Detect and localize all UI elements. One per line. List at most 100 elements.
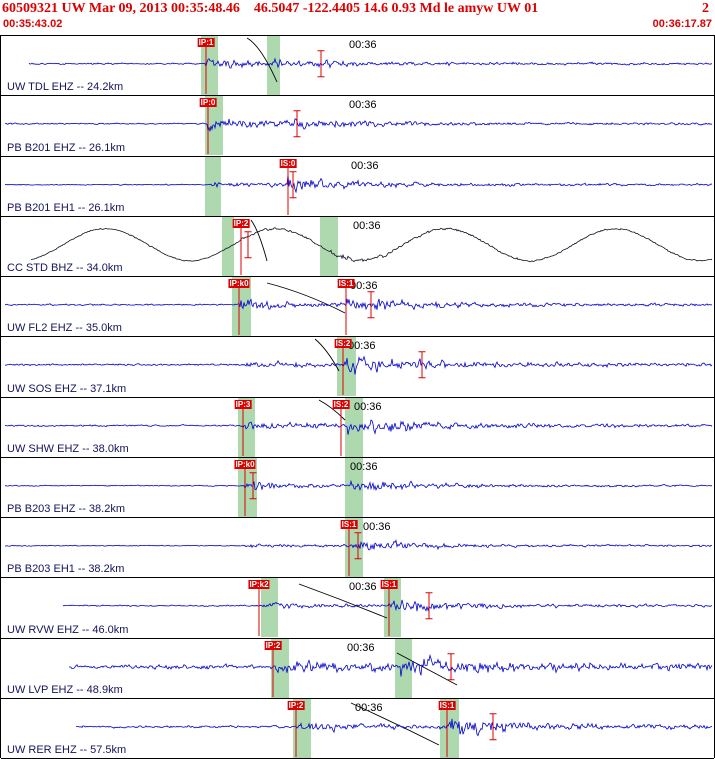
window-start-time: 00:35:43.02 xyxy=(3,18,63,30)
traveltime-curve xyxy=(266,282,346,314)
pick-flag[interactable]: IP:3 xyxy=(234,399,252,409)
uncertainty-marker[interactable] xyxy=(317,50,325,78)
phase-window-band xyxy=(320,216,338,276)
station-label: PB B203 EH1 -- 38.2km xyxy=(7,563,125,576)
seismogram-trace xyxy=(5,118,713,132)
trace-row-11[interactable]: IP:2 IS:1 00:36 UW RER EHZ -- 57.5km xyxy=(1,698,714,759)
station-label: PB B203 EHZ -- 38.2km xyxy=(7,503,125,515)
uncertainty-marker[interactable] xyxy=(425,592,433,620)
uncertainty-marker[interactable] xyxy=(293,110,301,138)
pick-flag[interactable]: IS:2 xyxy=(334,339,352,349)
uncertainty-marker[interactable] xyxy=(489,712,497,740)
waveform-canvas[interactable] xyxy=(1,638,714,698)
time-tick-label: 00:36 xyxy=(354,400,382,413)
time-tick-label: 00:36 xyxy=(350,460,378,473)
traveltime-curve xyxy=(396,652,458,685)
waveform-canvas[interactable] xyxy=(1,698,714,758)
seismogram-trace xyxy=(62,600,713,612)
phase-window-band xyxy=(395,638,412,698)
pick-flag[interactable]: IP:k0 xyxy=(234,459,256,469)
phase-window-band xyxy=(205,156,221,216)
time-tick-label: 00:36 xyxy=(351,159,379,172)
seismogram-trace xyxy=(4,418,713,435)
time-tick-label: 00:36 xyxy=(353,219,381,232)
uncertainty-marker[interactable] xyxy=(418,351,426,379)
phase-window-band xyxy=(267,36,280,95)
time-tick-label: 00:36 xyxy=(350,280,378,292)
traveltime-curve xyxy=(246,37,278,83)
waveform-canvas[interactable] xyxy=(1,156,714,216)
traveltime-curve xyxy=(314,338,340,372)
phase-window-band xyxy=(271,638,289,698)
time-tick-label: 00:36 xyxy=(348,340,376,353)
pick-flag[interactable]: IS:0 xyxy=(279,158,297,168)
trace-row-1[interactable]: IP:0 00:36 PB B201 EHZ -- 26.1km xyxy=(1,96,714,157)
pick-flag[interactable]: IP:0 xyxy=(199,98,217,108)
phase-window-band xyxy=(232,277,251,336)
trace-row-6[interactable]: IP:3 IS:2 00:36 UW SHW EHZ -- 38.0km xyxy=(1,397,714,458)
station-label: PB B201 EHZ -- 26.1km xyxy=(7,141,125,154)
phase-window-band xyxy=(238,397,255,457)
waveform-canvas[interactable] xyxy=(1,518,714,577)
phase-window-band xyxy=(222,216,234,276)
uncertainty-marker[interactable] xyxy=(289,170,297,198)
time-tick-label: 00:36 xyxy=(363,521,391,533)
pick-flag[interactable]: IP:2 xyxy=(232,218,250,228)
trace-row-5[interactable]: IS:2 00:36 UW SOS EHZ -- 37.1km xyxy=(1,337,714,398)
waveform-canvas[interactable] xyxy=(1,397,714,457)
traveltime-curve xyxy=(298,583,388,619)
trace-row-7[interactable]: IP:k0 00:36 PB B203 EHZ -- 38.2km xyxy=(1,457,714,518)
pick-flag[interactable]: IP:1 xyxy=(197,38,215,47)
seismogram-trace xyxy=(4,355,713,375)
station-label: PB B201 EH1 -- 26.1km xyxy=(7,201,125,214)
waveform-canvas[interactable] xyxy=(1,277,714,336)
station-label: UW LVP EHZ -- 48.9km xyxy=(7,683,123,696)
window-end-time: 00:36:17.87 xyxy=(652,18,712,30)
page-number: 2 xyxy=(702,1,709,16)
uncertainty-marker[interactable] xyxy=(367,291,375,319)
trace-row-10[interactable]: IP:2 00:36 UW LVP EHZ -- 48.9km xyxy=(1,638,714,699)
seismogram-trace xyxy=(4,298,713,311)
seismogram-trace xyxy=(4,174,713,193)
trace-row-8[interactable]: IS:1 00:36 PB B203 EH1 -- 38.2km xyxy=(1,518,714,579)
pick-flag[interactable]: IP:2 xyxy=(287,700,305,710)
phase-window-band xyxy=(345,397,363,457)
uncertainty-marker[interactable] xyxy=(447,652,455,680)
trace-row-3[interactable]: IP:2 00:36 CC STD BHZ -- 34.0km xyxy=(1,216,714,277)
pick-flag[interactable]: IP:2 xyxy=(264,640,282,650)
trace-row-0[interactable]: IP:1 00:36 UW TDL EHZ -- 24.2km xyxy=(1,36,714,97)
trace-row-2[interactable]: IS:0 00:36 PB B201 EH1 -- 26.1km xyxy=(1,156,714,217)
station-label: UW SOS EHZ -- 37.1km xyxy=(7,382,127,395)
pick-flag[interactable]: IP:k0 xyxy=(228,279,250,288)
phase-window-band xyxy=(261,578,278,638)
pick-flag[interactable]: IS:1 xyxy=(380,580,398,590)
pick-flag[interactable]: IS:1 xyxy=(438,700,456,710)
pick-flag[interactable]: IP:k2 xyxy=(248,580,270,590)
waveform-canvas[interactable] xyxy=(1,457,714,517)
waveform-canvas[interactable] xyxy=(1,337,714,397)
traveltime-curve xyxy=(250,219,268,261)
seismogram-trace xyxy=(4,479,713,491)
pick-flag[interactable]: IS:2 xyxy=(332,399,350,409)
time-tick-label: 00:36 xyxy=(355,701,383,714)
station-label: UW RVW EHZ -- 46.0km xyxy=(7,623,129,636)
waveform-canvas[interactable] xyxy=(1,36,714,95)
time-tick-label: 00:36 xyxy=(347,641,375,654)
phase-window-band xyxy=(440,698,459,758)
pick-flag[interactable]: IS:1 xyxy=(337,279,355,288)
waveform-canvas[interactable] xyxy=(1,578,714,638)
pick-flag[interactable]: IS:1 xyxy=(340,520,358,529)
station-label: UW SHW EHZ -- 38.0km xyxy=(7,442,129,455)
uncertainty-marker[interactable] xyxy=(354,532,362,560)
event-header: 60509321 UW Mar 09, 2013 00:35:48.46 46.… xyxy=(0,0,715,18)
waveform-canvas[interactable] xyxy=(1,96,714,156)
uncertainty-marker[interactable] xyxy=(244,230,252,258)
waveform-canvas[interactable] xyxy=(1,216,714,276)
seismogram-trace xyxy=(30,227,713,263)
trace-row-4[interactable]: IP:k0 IS:1 00:36 UW FL2 EHZ -- 35.0km xyxy=(1,277,714,338)
uncertainty-marker[interactable] xyxy=(249,471,257,499)
time-tick-label: 00:36 xyxy=(349,581,377,594)
station-label: UW FL2 EHZ -- 35.0km xyxy=(7,322,122,335)
trace-row-9[interactable]: IP:k2 IS:1 00:36 UW RVW EHZ -- 46.0km xyxy=(1,578,714,639)
station-label: UW RER EHZ -- 57.5km xyxy=(7,744,127,756)
